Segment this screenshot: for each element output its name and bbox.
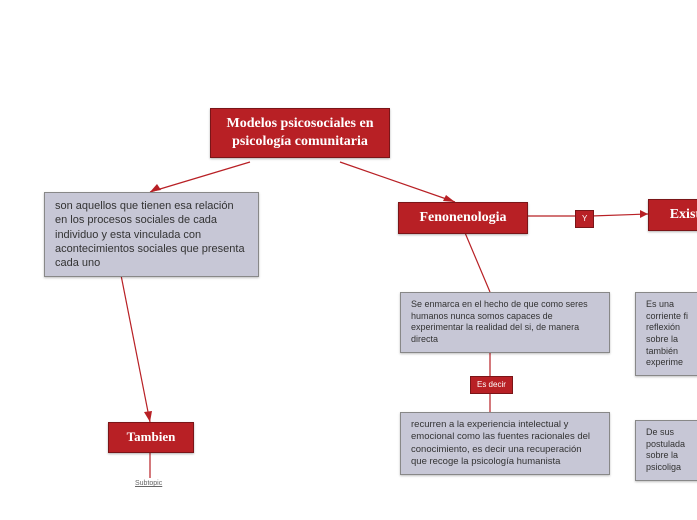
subtopic-placeholder[interactable]: Subtopic	[135, 480, 162, 487]
definition-node[interactable]: son aquellos que tienen esa relación en …	[44, 192, 259, 277]
existe-node[interactable]: Existe	[648, 199, 697, 231]
connector-y: Y	[575, 210, 594, 228]
recurren-node[interactable]: recurren a la experiencia intelectual y …	[400, 412, 610, 475]
tambien-node[interactable]: Tambien	[108, 422, 194, 453]
fenomenologia-node[interactable]: Fenonenologia	[398, 202, 528, 234]
fenom-description-node[interactable]: Se enmarca en el hecho de que como seres…	[400, 292, 610, 353]
existe-description-node[interactable]: Es una corriente fi reflexión sobre la t…	[635, 292, 697, 376]
postulada-node[interactable]: De sus postulada sobre la psicoliga	[635, 420, 697, 481]
connector-esdecir: Es decir	[470, 376, 513, 394]
mindmap-canvas: Modelos psicosociales en psicología comu…	[0, 0, 697, 520]
root-node[interactable]: Modelos psicosociales en psicología comu…	[210, 108, 390, 158]
